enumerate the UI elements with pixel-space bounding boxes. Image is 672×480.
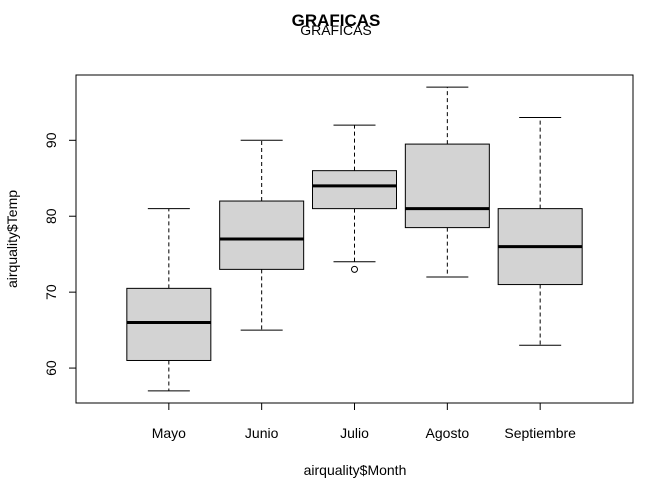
x-tick-label: Junio [245, 425, 279, 441]
x-tick-label: Mayo [152, 425, 186, 441]
y-axis: 60 70 80 90 [43, 132, 77, 376]
iqr-box [219, 200, 305, 270]
y-axis-label: airquality$Temp [4, 190, 20, 288]
iqr-box [404, 143, 490, 229]
x-tick-label: Julio [340, 425, 369, 441]
x-axis: Mayo Junio Julio Agosto Septiembre [152, 402, 576, 441]
box-junio [219, 139, 305, 331]
chart-title: GRAFICAS [292, 11, 381, 30]
chart-subtitle: GRAFICAS [300, 22, 372, 38]
x-axis-label: airquality$Month [304, 462, 407, 478]
outlier-point [351, 265, 358, 273]
boxes-layer [126, 86, 583, 392]
box-julio [312, 124, 397, 273]
y-tick-label: 90 [43, 132, 59, 148]
box-septiembre [497, 117, 583, 346]
box-mayo [126, 208, 212, 392]
x-tick-label: Septiembre [504, 425, 576, 441]
iqr-box [312, 170, 397, 210]
iqr-box [126, 287, 212, 361]
y-tick-label: 60 [43, 360, 59, 376]
box-agosto [404, 86, 490, 278]
x-tick-label: Agosto [426, 425, 470, 441]
y-tick-label: 70 [43, 284, 59, 300]
y-tick-label: 80 [43, 208, 59, 224]
